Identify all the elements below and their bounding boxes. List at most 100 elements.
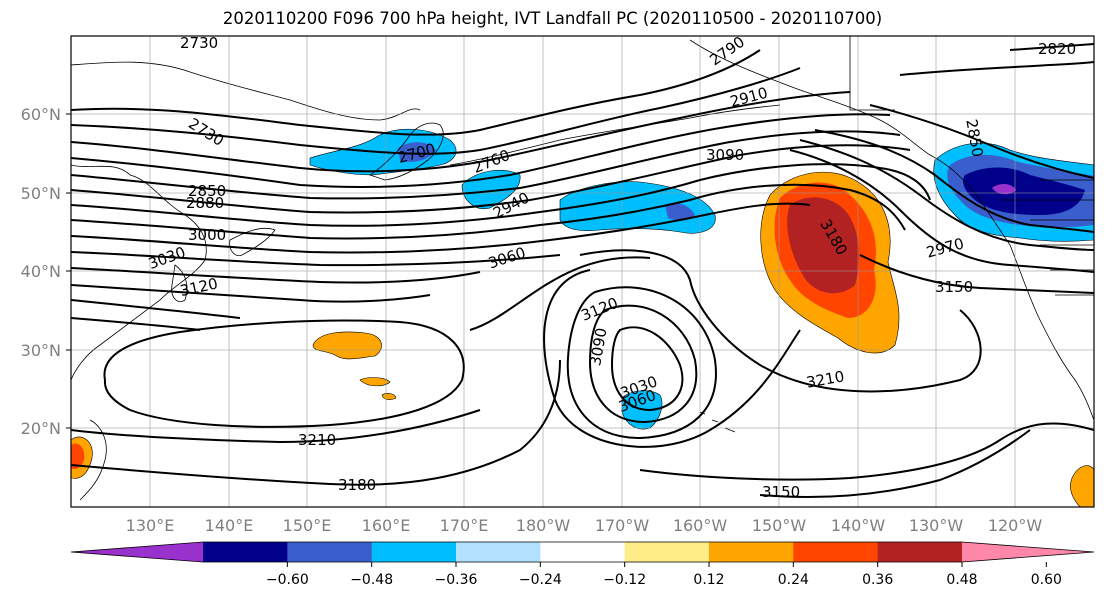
contour — [588, 304, 698, 424]
colorbar-outline — [70, 541, 1095, 563]
contour-label: 2790 — [706, 33, 748, 70]
colorbar-segment — [287, 542, 373, 562]
colorbar-tick-label: 0.60 — [1031, 572, 1062, 588]
contour-label: 2880 — [186, 194, 224, 212]
colorbar-tick-label: −0.36 — [435, 572, 478, 588]
colorbar-extension-low — [71, 542, 203, 562]
colorbar-tick-label: 0.48 — [946, 572, 977, 588]
colorbar-tick-label: 0.12 — [693, 572, 724, 588]
positive-anomaly-gulf-alaska-core — [787, 197, 860, 294]
contour-label: 2820 — [1038, 40, 1076, 58]
lat-label: 40°N — [21, 262, 61, 281]
aleutians — [449, 104, 781, 166]
contour — [71, 284, 431, 303]
map-title: 2020110200 F096 700 hPa height, IVT Land… — [222, 9, 883, 28]
colorbar-tick-label: −0.12 — [603, 572, 646, 588]
contour-label: 2850 — [188, 182, 226, 200]
contour — [566, 286, 717, 440]
us-state-lines — [1000, 199, 1094, 296]
contour-label: 3030 — [146, 243, 188, 273]
contour — [71, 91, 851, 173]
colorbar-segment — [709, 542, 794, 562]
contour-label: 3090 — [586, 326, 610, 367]
contour — [639, 422, 1094, 481]
colorbar-tick-label: 0.24 — [778, 572, 809, 588]
lat-label: 50°N — [21, 184, 61, 203]
colorbar-segment — [371, 542, 457, 562]
lat-label: 30°N — [21, 341, 61, 360]
map-area: 2730 2730 2790 2820 2910 2760 2700 3090 … — [71, 33, 1094, 507]
contour-label: 3120 — [178, 274, 219, 300]
contour — [469, 256, 651, 331]
contour-label: 3120 — [578, 294, 620, 325]
contour-label: 3090 — [706, 146, 744, 164]
title-area: 2020110200 F096 700 hPa height, IVT Land… — [0, 0, 1105, 30]
contour-label: 3180 — [338, 476, 376, 494]
contour-label: 2970 — [924, 234, 966, 261]
axis-ticks — [66, 113, 71, 429]
positive-anomaly-patch-1 — [312, 331, 382, 360]
longitude-labels: 130°E 140°E 150°E 160°E 170°E 180°W 170°… — [126, 516, 1043, 535]
contour — [71, 144, 911, 214]
negative-anomaly-central-core — [665, 203, 695, 221]
contour — [789, 149, 1094, 273]
contour-label: 2730 — [185, 114, 227, 150]
lon-label: 170°W — [595, 516, 650, 535]
contour — [71, 317, 201, 331]
hawaii-islands — [699, 411, 736, 433]
colorbar-extension-high — [962, 542, 1094, 562]
contour-label: 3210 — [805, 367, 846, 391]
contour — [71, 49, 761, 136]
lat-label: 60°N — [21, 105, 61, 124]
positive-anomaly-patch-2 — [359, 377, 391, 387]
contour — [71, 113, 891, 188]
colorbar-tick-label: −0.24 — [519, 572, 562, 588]
lon-label: 140°E — [205, 516, 254, 535]
lon-label: 140°W — [831, 516, 886, 535]
colorbar: −0.60 −0.48 −0.36 −0.24 −0.12 0.12 0.24 0.36 0.4… — [70, 541, 1095, 588]
contour — [71, 267, 481, 284]
positive-anomaly-patch-5 — [1070, 465, 1094, 507]
contour — [71, 359, 561, 486]
contour — [71, 130, 901, 200]
lon-label: 130°W — [909, 516, 964, 535]
contour — [543, 269, 801, 448]
contour-label: 3210 — [298, 431, 336, 449]
contour — [71, 202, 811, 254]
contour — [859, 254, 1094, 294]
contour-label: 3000 — [188, 226, 226, 244]
contour-label: 3060 — [486, 243, 528, 272]
colorbar-tick-label: −0.60 — [266, 572, 309, 588]
contour — [610, 326, 684, 412]
lon-label: 170°E — [440, 516, 489, 535]
latitude-labels: 60°N 50°N 40°N 30°N 20°N — [21, 105, 61, 438]
contour — [799, 139, 1094, 251]
contour — [759, 429, 1031, 499]
contour — [71, 183, 906, 240]
philippines — [79, 419, 107, 501]
contour — [899, 61, 1094, 76]
siberia-coastline — [71, 61, 421, 121]
lon-label: 150°W — [752, 516, 807, 535]
colorbar-tick-label: −0.48 — [350, 572, 393, 588]
contour — [71, 251, 561, 267]
lon-label: 180°W — [516, 516, 571, 535]
lon-label: 160°E — [362, 516, 411, 535]
contour-label: 3150 — [762, 483, 800, 501]
lon-label: 160°W — [673, 516, 728, 535]
contour — [71, 299, 241, 319]
negative-anomaly-north-america-peak — [992, 184, 1016, 195]
colorbar-segment — [456, 542, 541, 562]
colorbar-segment — [203, 542, 288, 562]
lon-label: 120°W — [988, 516, 1043, 535]
contour — [579, 249, 982, 393]
contour — [869, 104, 1094, 179]
contour — [103, 319, 465, 428]
contour-labels: 2730 2730 2790 2820 2910 2760 2700 3090 … — [146, 33, 1076, 501]
colorbar-segment — [877, 542, 963, 562]
japan-islands — [229, 227, 276, 257]
lon-label: 150°E — [283, 516, 332, 535]
contour-label: 3150 — [935, 278, 973, 296]
contour-label: 2730 — [180, 34, 218, 52]
colorbar-segment — [540, 542, 626, 562]
